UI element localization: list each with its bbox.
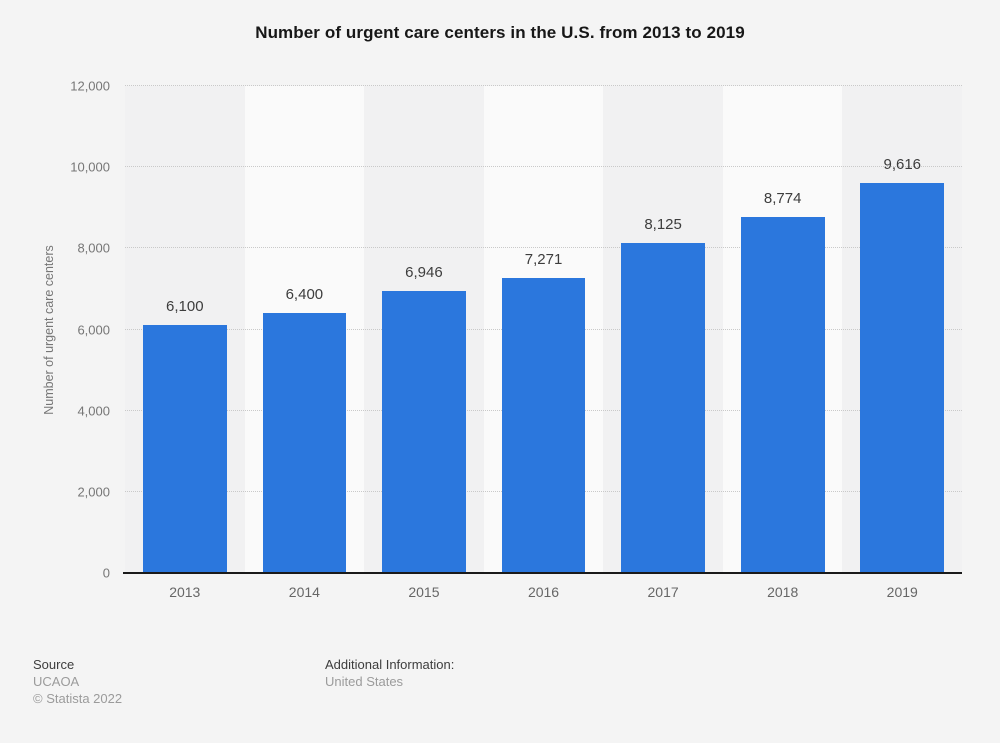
x-tick-label: 2013 — [169, 584, 201, 600]
copyright: © Statista 2022 — [33, 691, 123, 706]
y-tick-label: 0 — [102, 565, 110, 581]
category-column: 8,774 2018 — [723, 86, 843, 600]
source-value: UCAOA — [33, 674, 80, 689]
gridline — [125, 247, 962, 249]
plot-area: 6,100 2013 6,400 2014 6,946 2015 7,271 2016 8,12… — [123, 85, 963, 600]
bar-value-label: 8,125 — [644, 216, 682, 234]
category-column: 6,100 2013 — [125, 86, 245, 600]
y-tick-label: 4,000 — [77, 403, 110, 419]
x-tick-label: 2014 — [288, 584, 320, 600]
x-tick-label: 2019 — [886, 584, 918, 600]
additional-information-label: Additional Information: — [325, 657, 455, 672]
bar-value-label: 8,774 — [763, 189, 802, 207]
category-column: 6,946 2015 — [364, 86, 484, 600]
gridline — [125, 85, 962, 86]
bar — [501, 277, 586, 573]
x-tick-label: 2018 — [767, 584, 799, 600]
x-tick-label: 2017 — [647, 584, 679, 600]
chart-title: Number of urgent care centers in the U.S… — [255, 23, 745, 42]
y-tick-label: 12,000 — [70, 78, 110, 94]
y-tick-label: 8,000 — [77, 240, 110, 256]
bar — [740, 216, 825, 573]
bar — [382, 291, 466, 573]
bar — [621, 243, 705, 573]
category-column: 6,400 2014 — [245, 86, 365, 600]
bar-value-label: 9,616 — [883, 155, 922, 173]
bar-value-label: 7,271 — [524, 250, 563, 268]
category-column: 8,125 2017 — [603, 86, 723, 600]
gridline — [125, 166, 962, 168]
bar — [262, 313, 347, 573]
bar — [142, 325, 227, 573]
y-tick-label: 10,000 — [70, 159, 110, 175]
x-tick-label: 2016 — [527, 584, 560, 600]
bar-value-label: 6,100 — [166, 298, 204, 316]
y-axis-tick-labels: 0 2,000 4,000 6,000 8,000 10,000 12,000 — [0, 79, 110, 581]
category-column: 9,616 2019 — [842, 86, 962, 600]
bar-columns: 6,100 2013 6,400 2014 6,946 2015 7,271 2016 8,12… — [125, 86, 962, 600]
bar — [860, 182, 945, 573]
bar-value-label: 6,400 — [285, 286, 324, 304]
additional-information-value: United States — [325, 674, 404, 689]
y-tick-label: 6,000 — [77, 322, 110, 337]
bar-value-label: 6,946 — [405, 264, 443, 282]
category-column: 7,271 2016 — [484, 86, 604, 600]
source-label: Source — [33, 657, 75, 672]
y-tick-label: 2,000 — [77, 484, 110, 500]
x-axis-line — [123, 572, 962, 574]
x-tick-label: 2015 — [408, 584, 440, 600]
